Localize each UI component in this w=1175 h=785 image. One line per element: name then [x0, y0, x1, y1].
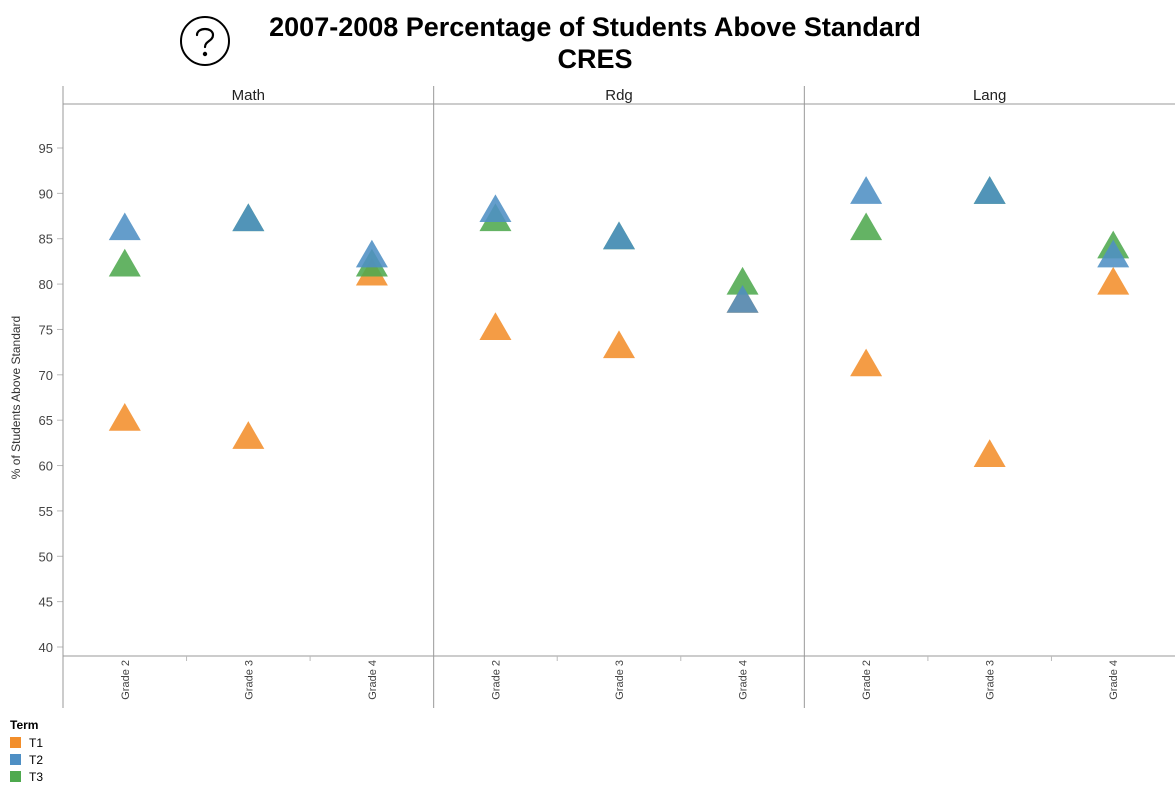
y-tick-label: 50	[39, 549, 53, 564]
y-tick-label: 40	[39, 640, 53, 655]
marker-t1	[108, 403, 141, 431]
y-tick-label: 60	[39, 459, 53, 474]
y-tick-label: 55	[39, 504, 53, 519]
marker-t2	[726, 285, 759, 313]
y-tick-label: 75	[39, 322, 53, 337]
legend-swatch	[10, 737, 21, 748]
marker-t3	[108, 248, 141, 277]
panel-header-rdg: Rdg	[605, 87, 633, 104]
legend-label: T1	[29, 735, 44, 750]
legend: Term T1 T2 T3	[10, 718, 43, 785]
marker-t2	[355, 239, 388, 268]
x-tick-label: Grade 4	[367, 660, 379, 700]
y-axis-label: % of Students Above Standard	[9, 316, 23, 479]
question-mark-circle-icon	[180, 16, 230, 66]
marker-t2	[232, 203, 265, 232]
legend-item-t2[interactable]: T2	[10, 751, 43, 768]
panel-header-lang: Lang	[973, 87, 1006, 104]
legend-item-t3[interactable]: T3	[10, 768, 43, 785]
x-tick-label: Grade 2	[120, 660, 132, 700]
legend-label: T3	[29, 769, 44, 784]
marker-t2	[973, 176, 1006, 204]
marker-t2	[1097, 239, 1130, 268]
x-tick-label: Grade 3	[985, 660, 997, 700]
marker-t1	[1097, 266, 1130, 295]
marker-t3	[850, 212, 883, 241]
marker-t1	[603, 330, 635, 359]
y-tick-label: 65	[39, 413, 53, 428]
x-tick-label: Grade 3	[614, 660, 626, 700]
marker-t1	[479, 312, 512, 340]
marker-t2	[108, 212, 141, 241]
marker-t2	[850, 176, 883, 204]
x-tick-label: Grade 4	[738, 660, 750, 700]
legend-label: T2	[29, 752, 44, 767]
y-tick-label: 70	[39, 368, 53, 383]
y-tick-label: 95	[39, 141, 53, 156]
chart-area: % of Students Above Standard 40 45 50 55 60 65…	[9, 86, 1175, 708]
y-tick-label: 45	[39, 595, 53, 610]
help-icon[interactable]	[178, 14, 232, 68]
title-area: 2007-2008 Percentage of Students Above S…	[0, 0, 1175, 80]
x-tick-label: Grade 2	[861, 660, 873, 700]
y-tick-label: 90	[39, 186, 53, 201]
x-tick-label: Grade 3	[243, 660, 255, 700]
marker-t1	[232, 421, 265, 449]
x-tick-label: Grade 4	[1108, 660, 1120, 700]
panel-header-math: Math	[232, 87, 265, 104]
legend-item-t1[interactable]: T1	[10, 734, 43, 751]
legend-swatch	[10, 771, 21, 782]
chart-title: 2007-2008 Percentage of Students Above S…	[269, 12, 921, 42]
y-tick-label: 80	[39, 277, 53, 292]
x-tick-label: Grade 2	[490, 660, 502, 700]
marker-t3	[726, 266, 759, 295]
y-tick-label: 85	[39, 232, 53, 247]
marker-t1	[850, 348, 883, 377]
marker-t2	[603, 221, 635, 250]
legend-swatch	[10, 754, 21, 765]
legend-title: Term	[10, 718, 39, 732]
marker-t1	[973, 439, 1006, 468]
marker-t2	[479, 194, 512, 223]
chart-subtitle: CRES	[557, 44, 633, 74]
